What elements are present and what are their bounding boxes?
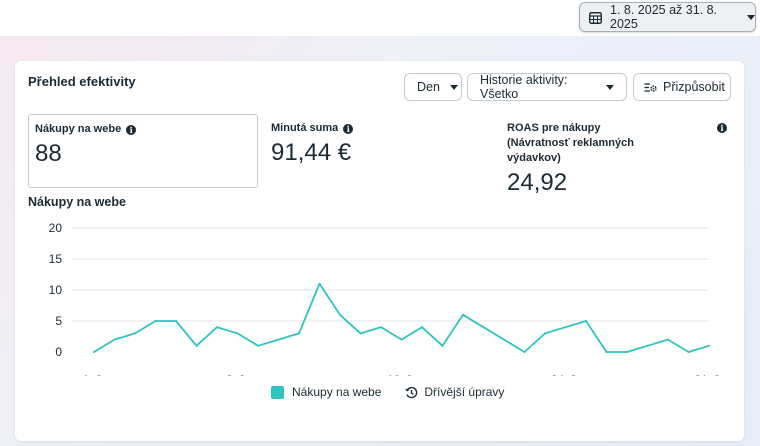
metric-value: 24,92 xyxy=(507,169,568,196)
chart-title: Nákupy na webe xyxy=(28,195,126,209)
metric-label: ROAS pre nákupy (Návratnosť reklamných v… xyxy=(507,122,634,164)
metric-value: 91,44 € xyxy=(271,139,352,166)
metric-label: Nákupy na webe xyxy=(35,123,122,135)
chevron-down-icon xyxy=(606,84,614,90)
x-tick-label: 24. 8. xyxy=(551,375,580,376)
settings-sliders-icon xyxy=(644,82,657,93)
data-point xyxy=(380,326,382,329)
metric-label-row: Minutá suma i xyxy=(271,121,354,136)
data-point xyxy=(236,332,239,335)
y-tick-label: 0 xyxy=(55,345,62,359)
info-icon[interactable]: i xyxy=(126,124,137,135)
metric-label-row: Nákupy na webe i xyxy=(35,122,251,137)
data-point xyxy=(277,338,280,341)
data-point xyxy=(708,344,710,347)
data-point xyxy=(195,344,198,347)
data-point xyxy=(257,344,259,347)
legend-history-item[interactable]: Dřívější úpravy xyxy=(405,385,504,399)
series-line xyxy=(93,282,710,353)
data-point xyxy=(298,332,300,335)
data-point xyxy=(523,351,526,353)
legend-swatch[interactable] xyxy=(271,385,284,399)
data-point xyxy=(93,351,95,353)
y-tick-label: 15 xyxy=(49,252,63,266)
legend-series-label: Nákupy na webe xyxy=(292,385,382,399)
info-icon[interactable]: i xyxy=(343,123,354,134)
data-point xyxy=(667,338,669,341)
granularity-label: Den xyxy=(417,80,440,94)
metric-roas[interactable]: ROAS pre nákupy (Návratnosť reklamných v… xyxy=(507,121,727,197)
line-chart: 0 5 10 15 20 1. 8. 8. 8. 16. 8. 24. 8. 31. 8. xyxy=(49,221,724,376)
data-point xyxy=(646,344,649,347)
date-range-label: 1. 8. 2025 až 31. 8. 2025 xyxy=(610,3,718,31)
metric-web-purchases[interactable]: Nákupy na webe i 88 xyxy=(28,114,258,188)
data-point xyxy=(175,320,177,322)
data-point xyxy=(544,332,546,335)
performance-overview-card: Přehled efektivity Den Historie aktivity… xyxy=(15,61,744,441)
activity-history-dropdown[interactable]: Historie aktivity: Všetko xyxy=(467,73,627,101)
chevron-down-icon xyxy=(747,14,755,20)
date-range-picker[interactable]: 1. 8. 2025 až 31. 8. 2025 xyxy=(579,2,756,32)
data-point xyxy=(503,338,505,341)
data-point xyxy=(585,320,587,322)
data-point xyxy=(134,332,136,335)
x-tick-label: 16. 8. xyxy=(387,375,416,376)
y-tick-label: 10 xyxy=(49,283,63,297)
data-point xyxy=(564,326,567,329)
x-tick-label: 1. 8. xyxy=(83,375,105,376)
data-point xyxy=(339,313,341,316)
data-point xyxy=(462,313,464,316)
data-point xyxy=(216,326,218,329)
x-tick-label: 8. 8. xyxy=(226,375,248,376)
granularity-dropdown[interactable]: Den xyxy=(404,73,462,101)
history-icon xyxy=(405,386,418,399)
x-tick-label: 31. 8. xyxy=(695,375,724,376)
data-point xyxy=(482,326,485,329)
data-point xyxy=(421,326,423,329)
y-tick-label: 5 xyxy=(55,314,62,328)
data-point xyxy=(441,344,444,347)
top-bar: 1. 8. 2025 až 31. 8. 2025 xyxy=(0,0,760,36)
data-point xyxy=(318,282,321,285)
data-point xyxy=(605,351,608,353)
data-point xyxy=(626,351,628,353)
customize-label: Přizpůsobit xyxy=(663,80,725,94)
data-point xyxy=(113,338,116,341)
chevron-down-icon xyxy=(449,84,458,90)
legend-history-label: Dřívější úpravy xyxy=(424,385,505,399)
data-point xyxy=(359,332,362,335)
y-tick-label: 20 xyxy=(49,221,63,235)
metric-amount-spent[interactable]: Minutá suma i 91,44 € xyxy=(271,121,354,167)
chart-legend: Nákupy na webe Dřívější úpravy xyxy=(271,385,504,399)
activity-history-label: Historie aktivity: Všetko xyxy=(480,73,568,101)
customize-button[interactable]: Přizpůsobit xyxy=(633,73,731,101)
calendar-icon xyxy=(589,11,602,24)
data-point xyxy=(687,351,690,353)
card-title: Přehled efektivity xyxy=(28,74,136,89)
data-point xyxy=(154,320,157,322)
info-icon[interactable]: i xyxy=(717,123,727,133)
data-point xyxy=(400,338,403,341)
metric-label: Minutá suma xyxy=(271,122,339,134)
metric-value: 88 xyxy=(35,140,62,167)
